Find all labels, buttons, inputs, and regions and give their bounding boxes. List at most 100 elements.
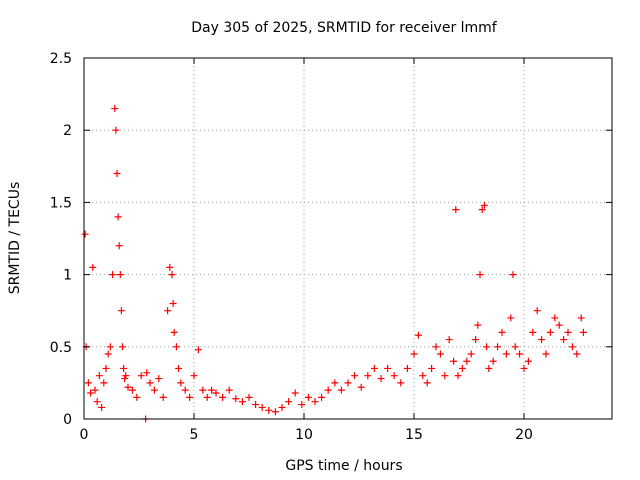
data-point — [124, 383, 132, 391]
data-point — [186, 393, 194, 401]
data-point — [146, 379, 154, 387]
data-point — [579, 328, 587, 336]
data-point — [511, 343, 519, 351]
data-point — [454, 372, 462, 380]
plot-frame — [83, 57, 613, 420]
data-point — [370, 364, 378, 372]
data-point — [177, 379, 185, 387]
data-point — [337, 386, 345, 394]
data-point — [109, 271, 117, 279]
y-tick-label: 1.5 — [50, 195, 72, 211]
data-point — [538, 336, 546, 344]
data-point — [172, 343, 180, 351]
data-point — [423, 379, 431, 387]
data-point — [232, 395, 240, 403]
data-points — [81, 105, 587, 423]
data-point — [113, 170, 121, 178]
data-point — [291, 389, 299, 397]
data-point — [452, 206, 460, 214]
data-point — [357, 383, 365, 391]
data-point — [225, 386, 233, 394]
data-point — [516, 350, 524, 358]
data-point — [93, 398, 101, 406]
y-tick-label: 2 — [63, 123, 72, 139]
y-tick-label: 1 — [63, 268, 72, 284]
data-point — [265, 406, 273, 414]
data-point — [410, 350, 418, 358]
data-point — [115, 242, 123, 250]
grid-lines — [84, 58, 612, 419]
data-point — [194, 346, 202, 354]
data-point — [458, 364, 466, 372]
data-point — [120, 364, 128, 372]
data-point — [502, 350, 510, 358]
data-point — [212, 389, 220, 397]
data-point — [84, 379, 92, 387]
data-point — [397, 379, 405, 387]
data-point — [150, 386, 158, 394]
data-point — [311, 398, 319, 406]
data-point — [390, 372, 398, 380]
data-point — [104, 350, 112, 358]
data-point — [476, 271, 484, 279]
data-point — [203, 393, 211, 401]
data-point — [551, 314, 559, 322]
x-tick-label: 10 — [295, 427, 313, 443]
data-point — [102, 364, 110, 372]
data-point — [472, 336, 480, 344]
data-point — [524, 357, 532, 365]
data-point — [414, 331, 422, 339]
data-point — [483, 343, 491, 351]
data-point — [278, 403, 286, 411]
data-point — [190, 372, 198, 380]
data-point — [560, 336, 568, 344]
data-point — [480, 201, 488, 209]
data-point — [467, 350, 475, 358]
data-point — [271, 408, 279, 416]
data-point — [331, 379, 339, 387]
data-point — [377, 375, 385, 383]
data-point — [133, 393, 141, 401]
x-tick-label: 15 — [405, 427, 423, 443]
data-point — [100, 379, 108, 387]
data-point — [181, 386, 189, 394]
data-point — [445, 336, 453, 344]
data-point — [169, 299, 177, 307]
data-point — [117, 307, 125, 315]
data-point — [529, 328, 537, 336]
data-point — [252, 401, 260, 409]
chart-title: Day 305 of 2025, SRMTID for receiver lmm… — [191, 20, 498, 36]
data-point — [419, 372, 427, 380]
axis-ticks: 0 5 10 15 20 0 0.5 1 1.5 2 2.5 — [50, 51, 612, 443]
data-point — [106, 343, 114, 351]
data-point — [344, 379, 352, 387]
data-point — [478, 206, 486, 214]
data-point — [166, 263, 174, 271]
data-point — [114, 213, 122, 221]
data-point — [542, 350, 550, 358]
x-tick-label: 5 — [190, 427, 199, 443]
data-point — [568, 343, 576, 351]
data-point — [441, 372, 449, 380]
data-point — [507, 314, 515, 322]
data-point — [298, 401, 306, 409]
data-point — [403, 364, 411, 372]
data-point — [364, 372, 372, 380]
y-axis-label: SRMTID / TECUs — [7, 182, 23, 295]
data-point — [238, 398, 246, 406]
data-point — [485, 364, 493, 372]
data-point — [116, 271, 124, 279]
data-point — [498, 328, 506, 336]
data-point — [219, 393, 227, 401]
data-point — [436, 350, 444, 358]
data-point — [155, 375, 163, 383]
data-point — [546, 328, 554, 336]
data-point — [573, 350, 581, 358]
data-point — [285, 398, 293, 406]
data-point — [533, 307, 541, 315]
data-point — [87, 389, 95, 397]
data-point — [89, 263, 97, 271]
data-point — [304, 393, 312, 401]
data-point — [520, 364, 528, 372]
